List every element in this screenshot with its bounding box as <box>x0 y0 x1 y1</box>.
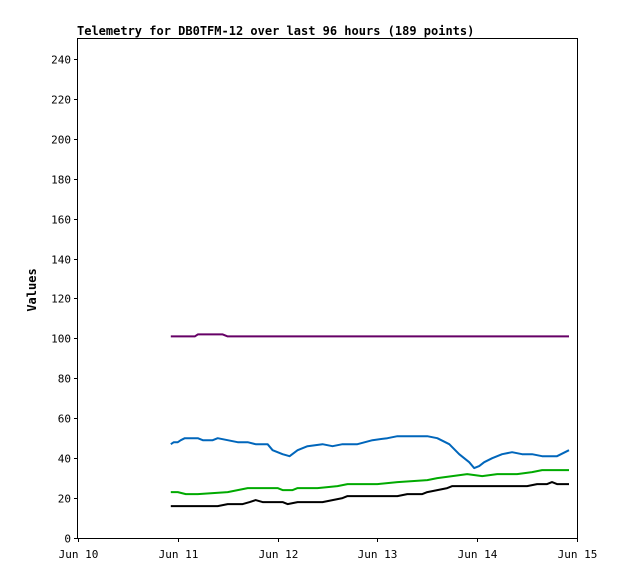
series-group <box>170 333 570 508</box>
y-tick-label: 0 <box>64 533 71 546</box>
y-tick-label: 80 <box>58 373 71 386</box>
plot-frame <box>77 38 578 539</box>
y-tick-label: 240 <box>51 54 71 67</box>
x-tick-label: Jun 10 <box>59 548 99 561</box>
axes-group: 0 20 40 60 80 100 120 140 160 180 200 220 240 Jun 10 J… <box>51 54 597 562</box>
series-line-4 <box>170 481 569 508</box>
x-tick-label: Jun 11 <box>159 548 199 561</box>
y-tick-label: 220 <box>51 94 71 107</box>
y-tick-label: 100 <box>51 333 71 346</box>
y-tick-label: 140 <box>51 254 71 267</box>
y-tick-label: 180 <box>51 174 71 187</box>
series-line-2 <box>170 435 570 470</box>
x-tick-label: Jun 12 <box>259 548 299 561</box>
series-line-3 <box>170 469 569 496</box>
x-tick-label: Jun 15 <box>558 548 598 561</box>
series-line-1 <box>170 333 569 338</box>
chart-title: Telemetry for DB0TFM-12 over last 96 hou… <box>77 24 474 38</box>
x-tick-label: Jun 13 <box>358 548 398 561</box>
y-tick-label: 160 <box>51 214 71 227</box>
y-axis-label: Values <box>25 268 39 311</box>
y-tick-label: 60 <box>58 413 71 426</box>
y-tick-label: 120 <box>51 293 71 306</box>
y-tick-label: 200 <box>51 134 71 147</box>
y-tick-label: 20 <box>58 493 71 506</box>
x-tick-label: Jun 14 <box>458 548 498 561</box>
y-tick-label: 40 <box>58 453 71 466</box>
